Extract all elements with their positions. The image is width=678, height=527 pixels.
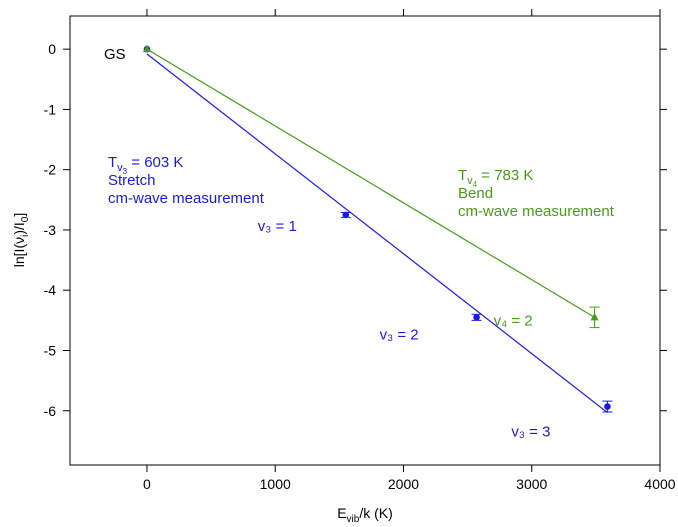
- fit-line-1: [146, 48, 595, 318]
- fit-line-0: [146, 53, 608, 414]
- series-annotation-method-1: cm-wave measurement: [458, 203, 615, 220]
- series-annotation-method-0: cm-wave measurement: [108, 190, 265, 207]
- x-tick-label-1000: 1000: [260, 476, 291, 492]
- series-annotation-temp-1: Tv4 = 783 K: [458, 167, 533, 189]
- point-0-1: [342, 211, 350, 219]
- y-tick-label-6: -6: [44, 403, 57, 419]
- point-0-3: [604, 403, 611, 410]
- y-axis-ticks: 0 -1 -2 -3 -4 -5 -6: [44, 41, 667, 419]
- x-tick-label-2000: 2000: [388, 476, 419, 492]
- x-tick-label-0: 0: [143, 476, 151, 492]
- y-tick-label-3: -3: [44, 222, 57, 238]
- y-tick-label-0: 0: [48, 41, 56, 57]
- point-1-1: [590, 312, 599, 321]
- fit-lines: [146, 48, 608, 414]
- y-tick-label-5: -5: [44, 342, 57, 358]
- x-tick-label-3000: 3000: [516, 476, 547, 492]
- series-annotation-temp-0: Tv3 = 603 K: [108, 154, 183, 176]
- x-tick-label-4000: 4000: [644, 476, 675, 492]
- y-tick-label-2: -2: [44, 162, 57, 178]
- point-1-0: [142, 44, 151, 53]
- point-label-0-2: v₃ = 2: [380, 326, 419, 343]
- data-points: v₃ = 1 v₃ = 2 v₃ = 3 v₄ = 2: [142, 44, 613, 441]
- series-annotation-type-0: Stretch: [108, 172, 156, 189]
- plot-frame: [69, 15, 661, 466]
- x-axis-ticks: 0 1000 2000 3000 4000: [143, 9, 676, 492]
- point-label-1-1: v₄ = 2: [494, 312, 533, 329]
- y-tick-label-1: -1: [44, 101, 57, 117]
- series-annotation-type-1: Bend: [458, 185, 493, 202]
- point-0-2: [473, 314, 480, 321]
- point-label-0-3: v₃ = 3: [511, 424, 550, 441]
- y-tick-label-4: -4: [44, 282, 57, 298]
- y-axis-label: ln[I(νi)/I0]: [11, 213, 31, 267]
- gs-label: GS: [104, 46, 126, 63]
- point-label-0-1: v₃ = 1: [258, 218, 297, 235]
- x-axis-label: Evib/k (K): [337, 505, 393, 525]
